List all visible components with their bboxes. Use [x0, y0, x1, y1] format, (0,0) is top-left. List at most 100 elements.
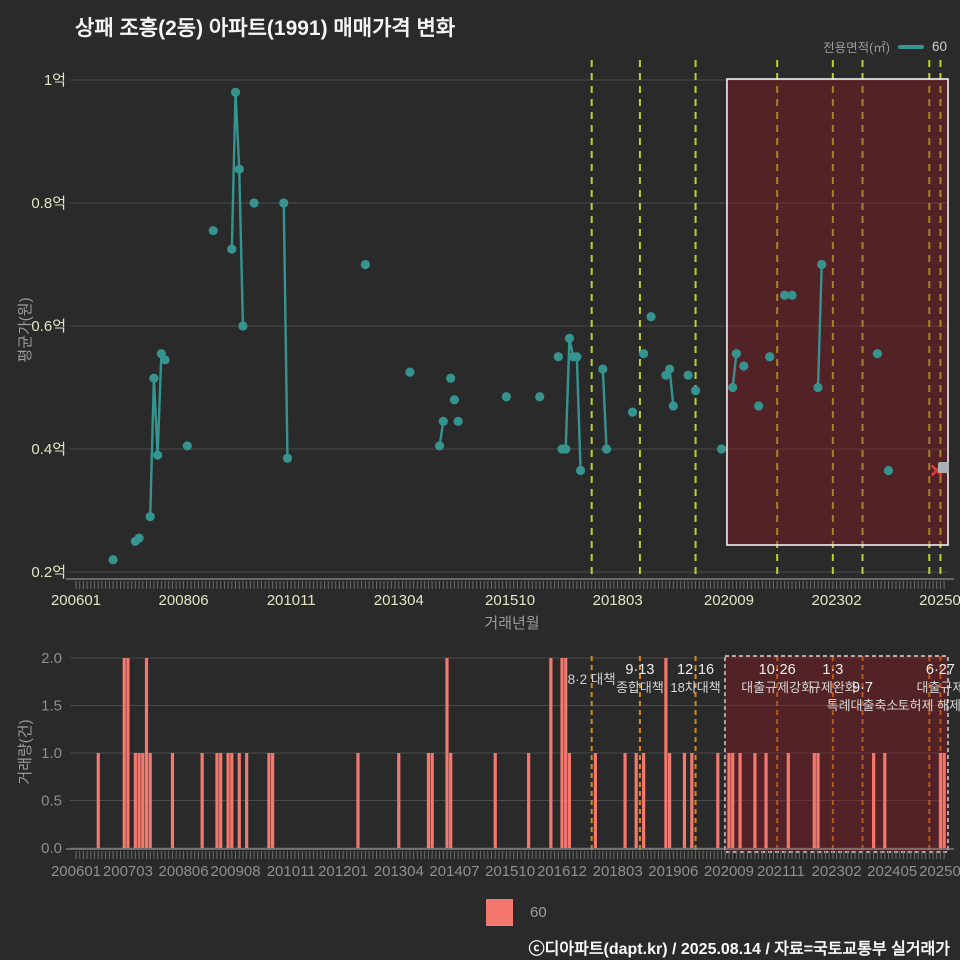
price-point[interactable]	[535, 392, 545, 402]
volume-bar[interactable]	[664, 658, 668, 848]
price-point[interactable]	[134, 533, 144, 543]
volume-bar[interactable]	[96, 753, 100, 848]
price-point[interactable]	[575, 465, 586, 476]
price-point[interactable]	[249, 198, 259, 208]
price-point[interactable]	[230, 87, 241, 97]
price-point[interactable]	[598, 364, 608, 374]
volume-bar[interactable]	[938, 753, 943, 848]
volume-bar[interactable]	[623, 753, 627, 848]
volume-bar[interactable]	[564, 658, 568, 848]
volume-bar[interactable]	[356, 753, 360, 848]
price-point[interactable]	[282, 453, 293, 463]
legend-area-size[interactable]: 전용면적(㎡) 60	[823, 37, 947, 56]
volume-bar[interactable]	[230, 753, 234, 848]
volume-bar[interactable]	[560, 658, 564, 848]
volume-bar[interactable]	[148, 753, 152, 848]
volume-bar[interactable]	[215, 753, 219, 848]
volume-bar[interactable]	[445, 658, 449, 848]
price-point[interactable]	[690, 385, 701, 396]
price-point[interactable]	[883, 465, 894, 476]
volume-bar[interactable]	[738, 753, 742, 848]
volume-bar[interactable]	[126, 658, 130, 848]
volume-bar[interactable]	[430, 753, 434, 848]
price-point[interactable]	[668, 401, 678, 411]
volume-bar[interactable]	[397, 753, 401, 848]
volume-bar[interactable]	[200, 753, 204, 848]
volume-bar[interactable]	[727, 753, 731, 848]
volume-bar[interactable]	[549, 658, 553, 848]
price-point[interactable]	[553, 352, 563, 362]
price-point[interactable]	[787, 290, 797, 300]
volume-bar[interactable]	[567, 753, 572, 848]
price-point[interactable]	[817, 259, 827, 270]
volume-bar[interactable]	[634, 753, 638, 848]
price-point[interactable]	[360, 259, 370, 270]
price-point[interactable]	[639, 349, 649, 359]
price-point[interactable]	[572, 352, 582, 362]
price-point[interactable]	[646, 312, 656, 322]
price-point[interactable]	[438, 416, 448, 426]
volume-bar[interactable]	[527, 753, 531, 848]
volume-bar[interactable]	[449, 753, 453, 848]
range-handle[interactable]	[938, 462, 949, 473]
price-point[interactable]	[728, 382, 738, 393]
volume-bar[interactable]	[753, 753, 757, 848]
price-point[interactable]	[627, 407, 638, 417]
volume-bar[interactable]	[690, 753, 694, 848]
volume-bar[interactable]	[133, 753, 137, 848]
price-point[interactable]	[780, 290, 790, 300]
price-point[interactable]	[238, 321, 248, 331]
price-point[interactable]	[872, 349, 882, 359]
volume-bar[interactable]	[731, 753, 735, 848]
price-point[interactable]	[227, 244, 237, 254]
volume-bar[interactable]	[237, 753, 241, 848]
price-point[interactable]	[601, 444, 612, 454]
volume-bar[interactable]	[245, 753, 249, 848]
volume-bar[interactable]	[122, 658, 126, 848]
volume-bar[interactable]	[267, 753, 271, 848]
volume-bar[interactable]	[493, 753, 497, 848]
price-point[interactable]	[149, 373, 159, 383]
price-point[interactable]	[434, 441, 445, 451]
volume-bar[interactable]	[219, 753, 223, 848]
volume-bar[interactable]	[942, 753, 946, 848]
volume-bar[interactable]	[812, 753, 816, 848]
volume-bar[interactable]	[883, 753, 887, 848]
price-point[interactable]	[405, 367, 415, 377]
price-point[interactable]	[683, 370, 693, 380]
volume-bar[interactable]	[426, 753, 431, 848]
volume-bar[interactable]	[668, 753, 672, 848]
legend-series-60[interactable]: 60	[931, 39, 947, 54]
volume-bar[interactable]	[141, 753, 145, 848]
price-point[interactable]	[813, 382, 823, 393]
price-point[interactable]	[665, 364, 675, 374]
price-point[interactable]	[153, 450, 163, 460]
price-point[interactable]	[501, 392, 511, 402]
price-point[interactable]	[453, 416, 463, 426]
price-point[interactable]	[564, 333, 575, 343]
volume-bar[interactable]	[642, 753, 646, 848]
volume-bar[interactable]	[271, 753, 275, 848]
price-point[interactable]	[208, 226, 218, 236]
volume-bar[interactable]	[872, 753, 876, 848]
volume-bar[interactable]	[764, 753, 768, 848]
price-point[interactable]	[731, 349, 741, 359]
price-point[interactable]	[446, 373, 456, 383]
price-point[interactable]	[182, 441, 192, 451]
price-point[interactable]	[716, 444, 727, 454]
price-point[interactable]	[449, 395, 460, 405]
price-point[interactable]	[234, 164, 244, 174]
price-point[interactable]	[754, 401, 764, 411]
volume-bar[interactable]	[786, 753, 790, 848]
price-point[interactable]	[561, 444, 571, 454]
price-point[interactable]	[145, 512, 155, 522]
volume-bar[interactable]	[226, 753, 230, 848]
price-point[interactable]	[279, 198, 289, 208]
price-point[interactable]	[108, 555, 118, 565]
volume-bar[interactable]	[137, 753, 141, 848]
volume-bar[interactable]	[716, 753, 720, 848]
price-point[interactable]	[739, 361, 749, 371]
volume-bar[interactable]	[144, 658, 149, 848]
volume-bar[interactable]	[682, 753, 687, 848]
volume-bar[interactable]	[170, 753, 175, 848]
